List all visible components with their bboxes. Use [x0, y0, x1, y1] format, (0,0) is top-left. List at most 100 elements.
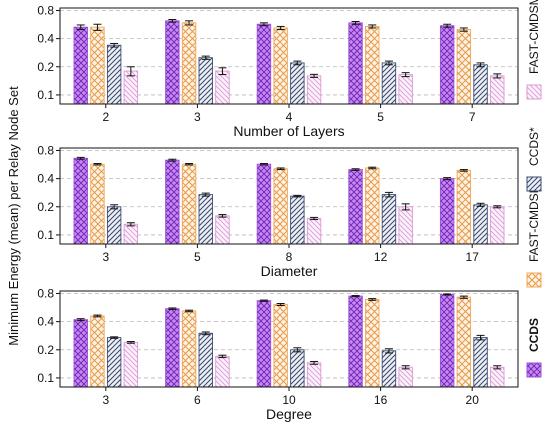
- y-tick-label: 0.4: [37, 32, 54, 46]
- bar: [273, 27, 288, 105]
- bar: [181, 310, 197, 388]
- bar: [273, 168, 288, 245]
- bar: [90, 26, 105, 105]
- bar: [439, 25, 455, 105]
- bar: [73, 26, 88, 105]
- x-tick-label: 10: [282, 393, 296, 407]
- bar: [198, 57, 213, 105]
- bar: [290, 349, 305, 388]
- bar: [90, 315, 105, 388]
- x-tick-label: 3: [194, 110, 201, 124]
- y-tick-label: 0.8: [37, 286, 54, 300]
- bar: [306, 75, 322, 105]
- y-tick-label: 0.1: [37, 88, 54, 102]
- x-tick-label: 5: [194, 250, 201, 264]
- legend-label: CCDS*: [527, 127, 541, 166]
- bar: [273, 304, 288, 388]
- legend-swatch: [526, 176, 542, 192]
- bar: [365, 167, 380, 245]
- x-tick-label: 3: [102, 393, 109, 407]
- x-tick-label: 6: [194, 393, 201, 407]
- x-axis-title: Number of Layers: [233, 123, 344, 139]
- x-tick-label: 2: [102, 110, 109, 124]
- bar: [490, 366, 505, 388]
- bar: [256, 300, 272, 388]
- bar: [398, 366, 413, 388]
- y-tick-label: 0.8: [37, 143, 54, 157]
- bar: [181, 22, 197, 105]
- bar: [290, 195, 305, 245]
- chart-panel-3: 0.1 0.2 0.4 0.8 3 6 10 16 20 Degree: [37, 286, 519, 422]
- bar: [256, 23, 272, 105]
- bar: [165, 308, 180, 388]
- x-tick-label: 5: [377, 110, 384, 124]
- bar: [365, 299, 380, 388]
- x-tick-label: 7: [469, 110, 476, 124]
- bar: [90, 163, 105, 245]
- y-tick-label: 0.2: [37, 200, 54, 214]
- x-tick-label: 8: [286, 250, 293, 264]
- bar: [306, 218, 322, 245]
- bar: [456, 169, 472, 245]
- legend-label: FAST-CMDSM*: [527, 0, 541, 74]
- bar: [398, 74, 413, 105]
- bar: [381, 350, 397, 388]
- bar: [381, 62, 397, 105]
- x-tick-label: 12: [374, 250, 388, 264]
- x-axis-title: Degree: [266, 406, 312, 422]
- bar: [165, 20, 180, 105]
- bar: [73, 319, 88, 388]
- legend-swatch: [526, 272, 542, 288]
- bar: [439, 178, 455, 245]
- bar: [456, 296, 472, 388]
- legend-swatch: [526, 84, 542, 100]
- legend-item: FAST-CMDSM: [526, 183, 542, 288]
- bar: [439, 294, 455, 388]
- chart-panel-1: 0.1 0.2 0.4 0.8 2 3 4 5 7 Number of Layers: [37, 3, 519, 139]
- bar: [106, 44, 122, 105]
- bar: [215, 70, 230, 105]
- legend-item: CCDS*: [526, 127, 542, 192]
- legend-swatch: [526, 362, 542, 378]
- bar: [198, 194, 213, 245]
- bar: [198, 332, 213, 388]
- bar: [348, 22, 363, 105]
- legend-item: FAST-CMDSM*: [526, 0, 542, 100]
- bar: [106, 337, 122, 388]
- bar: [381, 194, 397, 245]
- x-axis-title: Diameter: [261, 263, 318, 279]
- bar: [256, 163, 272, 245]
- bar: [456, 29, 472, 105]
- x-tick-label: 20: [466, 393, 480, 407]
- bar: [348, 169, 363, 245]
- legend-label: FAST-CMDSM: [527, 183, 541, 262]
- y-tick-label: 0.2: [37, 343, 54, 357]
- y-tick-label: 0.4: [37, 172, 54, 186]
- bar: [215, 355, 230, 388]
- bar: [473, 337, 488, 388]
- bar: [106, 206, 122, 245]
- x-tick-label: 3: [102, 250, 109, 264]
- y-axis-label: Minimum Energy (mean) per Relay Node Set: [6, 86, 21, 346]
- legend-label: CCDS: [527, 318, 541, 352]
- bar: [165, 159, 180, 245]
- x-tick-label: 17: [466, 250, 480, 264]
- y-tick-label: 0.4: [37, 315, 54, 329]
- bar: [181, 163, 197, 245]
- bar: [473, 204, 488, 245]
- bar: [398, 206, 413, 245]
- bar: [306, 362, 322, 388]
- bar: [123, 223, 139, 245]
- legend: CCDS FAST-CMDSM CCDS* FAST-CMDSM*: [526, 0, 542, 378]
- bar: [123, 341, 139, 388]
- bar: [348, 295, 363, 388]
- y-tick-label: 0.1: [37, 228, 54, 242]
- bar: [473, 64, 488, 105]
- chart-panel-2: 0.1 0.2 0.4 0.8 3 5 8 12 17 Diameter: [37, 143, 519, 279]
- y-tick-label: 0.2: [37, 60, 54, 74]
- bar: [490, 75, 505, 105]
- bar: [215, 215, 230, 245]
- y-tick-label: 0.1: [37, 371, 54, 385]
- x-tick-label: 16: [374, 393, 388, 407]
